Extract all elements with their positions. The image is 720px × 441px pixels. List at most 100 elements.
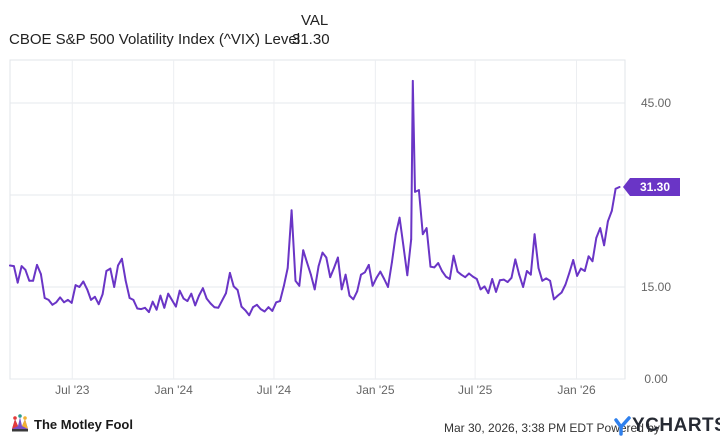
data-point: [225, 292, 227, 294]
data-point: [472, 275, 474, 278]
data-point: [175, 305, 177, 308]
data-point: [414, 191, 416, 193]
data-point: [13, 265, 15, 267]
data-point: [364, 271, 366, 274]
data-point: [572, 259, 575, 261]
data-point: [475, 278, 478, 280]
data-point: [182, 297, 185, 300]
data-point: [43, 297, 46, 299]
data-point: [24, 268, 27, 271]
series-layer: [9, 79, 621, 317]
data-point: [167, 292, 170, 295]
data-point: [271, 310, 274, 312]
data-point: [514, 258, 517, 261]
data-point: [529, 273, 532, 276]
data-point: [591, 260, 594, 263]
data-point: [186, 300, 189, 302]
data-point: [148, 311, 150, 313]
data-point: [63, 301, 65, 304]
data-point: [124, 279, 127, 282]
data-point: [406, 274, 409, 277]
data-point: [425, 227, 428, 230]
data-point: [67, 299, 69, 301]
data-point: [510, 276, 513, 279]
data-point: [329, 276, 332, 279]
x-tick-label: Jan '24: [155, 383, 194, 397]
data-point: [82, 280, 85, 283]
data-point: [190, 292, 193, 295]
data-point: [433, 266, 436, 269]
data-point: [383, 278, 386, 280]
data-point: [411, 80, 414, 82]
data-point: [70, 302, 73, 304]
data-point: [587, 255, 590, 258]
data-point: [59, 296, 61, 299]
data-point: [518, 273, 521, 276]
data-point: [28, 279, 31, 282]
data-point: [533, 233, 536, 236]
data-point: [248, 314, 251, 317]
data-point: [101, 293, 104, 296]
grid-lines: [10, 60, 625, 380]
data-point: [348, 294, 351, 297]
data-point: [360, 273, 362, 276]
data-point: [32, 279, 34, 282]
data-point: [375, 276, 378, 279]
data-point: [286, 267, 289, 269]
series-value: 31.30: [292, 31, 330, 48]
data-point: [599, 227, 602, 230]
data-point: [460, 273, 463, 276]
data-point: [155, 308, 158, 311]
data-point: [217, 306, 220, 309]
legend-column-header: VAL: [301, 12, 329, 29]
data-point: [483, 285, 486, 288]
data-point: [595, 237, 598, 239]
data-point: [202, 287, 204, 290]
data-point: [128, 297, 131, 299]
data-point: [132, 299, 135, 301]
data-point: [244, 309, 247, 312]
data-point: [113, 286, 116, 288]
data-point: [610, 210, 613, 212]
series-name: CBOE S&P 500 Volatility Index (^VIX) Lev…: [9, 31, 301, 48]
data-point: [614, 187, 617, 190]
data-point: [549, 279, 551, 282]
data-point: [618, 186, 621, 188]
data-point: [163, 306, 166, 309]
series-line: [9, 79, 621, 317]
data-point: [487, 292, 490, 294]
data-point: [151, 300, 154, 303]
x-tick-label: Jan '25: [356, 383, 395, 397]
data-point: [121, 257, 123, 260]
last-value-tag: [623, 177, 680, 196]
data-point: [522, 286, 524, 288]
data-point: [74, 284, 77, 286]
data-point: [136, 307, 139, 310]
data-point: [198, 294, 200, 297]
ycharts-text: YCHARTS: [632, 415, 720, 436]
data-point: [391, 261, 393, 264]
data-point: [356, 290, 359, 293]
data-point: [40, 273, 42, 275]
data-point: [302, 249, 305, 252]
data-point: [317, 265, 320, 267]
data-point: [545, 277, 548, 280]
data-point: [568, 272, 571, 274]
data-point: [275, 301, 278, 304]
data-point: [553, 298, 555, 301]
data-point: [371, 284, 374, 287]
data-point: [456, 270, 459, 273]
data-point: [398, 216, 401, 219]
data-point: [109, 267, 112, 270]
data-point: [437, 262, 440, 264]
data-point: [445, 275, 447, 278]
data-point: [294, 279, 297, 282]
data-point: [16, 281, 19, 284]
data-point: [560, 291, 563, 294]
data-point: [51, 303, 54, 306]
motley-fool-brand: The Motley Fool: [8, 410, 133, 436]
data-point: [502, 278, 505, 281]
ycharts-check-icon: [614, 416, 631, 436]
data-point: [229, 272, 231, 274]
